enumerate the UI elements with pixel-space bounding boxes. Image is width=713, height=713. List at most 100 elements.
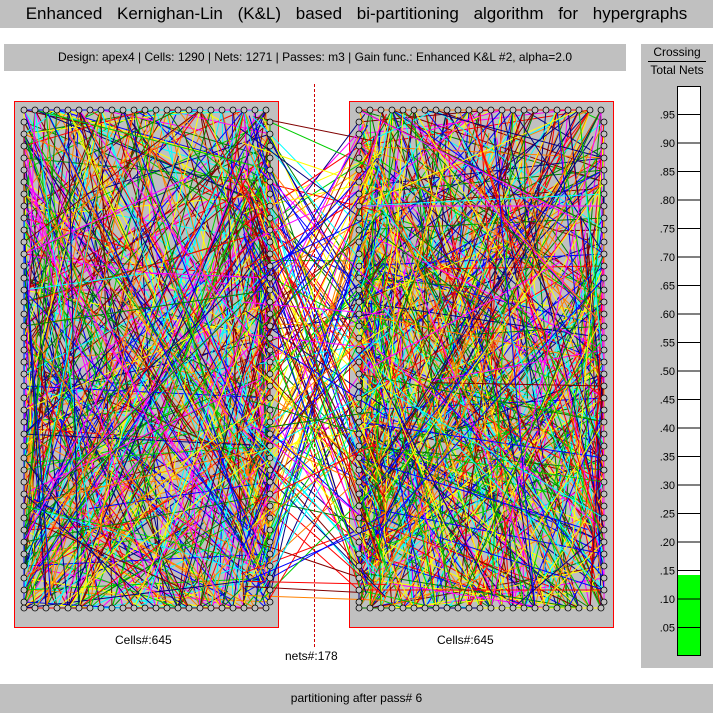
cell-node (266, 406, 274, 414)
cell-node (476, 604, 484, 612)
net-wire (358, 577, 580, 609)
net-wire (409, 538, 437, 609)
net-wire (424, 109, 605, 339)
cell-node (600, 142, 608, 150)
cell-node (240, 604, 248, 612)
cell-node (600, 574, 608, 582)
partition-cut-line (314, 84, 315, 647)
net-wire (64, 109, 267, 601)
cell-node (20, 502, 28, 510)
net-wire (266, 405, 386, 534)
cell-node (20, 514, 28, 522)
cell-node (141, 604, 149, 612)
cell-node (20, 454, 28, 462)
cell-node (207, 604, 215, 612)
cell-node (20, 226, 28, 234)
net-wire (358, 433, 492, 609)
cell-node (20, 178, 28, 186)
left-cell-count: Cells#:645 (115, 633, 172, 647)
cell-node (355, 154, 363, 162)
net-wire (468, 109, 605, 543)
cell-node (355, 514, 363, 522)
cell-node (152, 604, 160, 612)
cell-node (355, 538, 363, 546)
cell-node (597, 106, 605, 114)
cell-node (20, 418, 28, 426)
net-wire (518, 308, 605, 543)
cell-node (377, 106, 385, 114)
net-wire (23, 437, 146, 567)
cell-node (600, 526, 608, 534)
cell-node (355, 382, 363, 390)
net-wire (23, 253, 271, 447)
net-wire (520, 136, 605, 591)
net-wire (23, 241, 51, 595)
crossing-ratio-gauge: Crossing Total Nets .95 .90 .85 .80 .75 .70 .6… (641, 44, 713, 668)
cell-node (476, 106, 484, 114)
cell-node (266, 490, 274, 498)
net-wire (267, 232, 363, 576)
net-wire (479, 109, 510, 605)
cell-node (20, 598, 28, 606)
cell-node (20, 346, 28, 354)
net-wire (251, 494, 365, 595)
net-wire (259, 117, 378, 171)
net-wire (358, 457, 588, 530)
cell-node (600, 406, 608, 414)
cell-node (20, 214, 28, 222)
net-wire (23, 337, 271, 603)
cell-node (266, 514, 274, 522)
net-wire (413, 133, 490, 609)
net-wire (45, 109, 271, 591)
net-wire (249, 423, 361, 517)
net-wire (499, 460, 580, 609)
net-wire (438, 536, 605, 591)
cell-node (20, 238, 28, 246)
net-wire (391, 109, 605, 327)
net-wire (133, 109, 209, 397)
net-wire (199, 313, 271, 609)
net-wire (221, 588, 242, 609)
net-wire (260, 371, 366, 601)
cell-node (20, 190, 28, 198)
net-wire (265, 254, 385, 475)
net-wire (578, 133, 605, 553)
cell-node (266, 298, 274, 306)
net-wire (358, 181, 605, 531)
net-wire (545, 490, 597, 609)
cell-node (600, 274, 608, 282)
gauge-title-crossing: Crossing (653, 45, 701, 59)
cell-node (355, 298, 363, 306)
cell-node (229, 604, 237, 612)
net-wire (567, 109, 605, 411)
net-wire (23, 109, 267, 543)
gauge-tick-label: .20 (660, 537, 675, 549)
cell-node (20, 478, 28, 486)
cell-node (520, 604, 528, 612)
net-wire (391, 583, 547, 609)
net-wire (358, 409, 605, 591)
cell-node (20, 466, 28, 474)
net-wire (424, 378, 430, 609)
gauge-tick-label: .55 (660, 338, 675, 350)
cell-node (355, 586, 363, 594)
cell-node (42, 604, 50, 612)
net-wire (23, 505, 271, 579)
net-wire (256, 542, 366, 581)
cell-node (600, 286, 608, 294)
cell-node (266, 574, 274, 582)
net-wire (358, 169, 605, 303)
net-wire (358, 277, 605, 555)
cell-node (266, 502, 274, 510)
cell-node (600, 310, 608, 318)
net-wire (78, 109, 271, 495)
cell-node (355, 466, 363, 474)
cell-node (97, 106, 105, 114)
cell-node (20, 526, 28, 534)
cell-node (564, 106, 572, 114)
net-wire (470, 313, 605, 575)
cell-node (266, 526, 274, 534)
net-wire (358, 193, 605, 207)
cell-node (586, 106, 594, 114)
cell-node (266, 118, 274, 126)
